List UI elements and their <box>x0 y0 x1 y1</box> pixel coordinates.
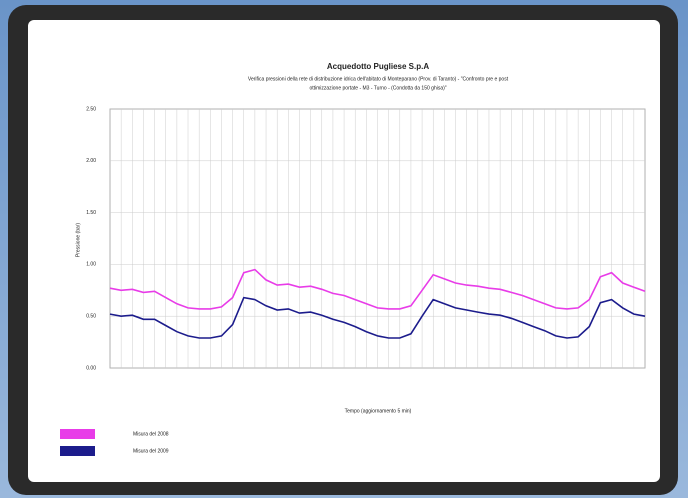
chart-subtitle: ottimizzazione portate - M3 - Turno - (C… <box>309 85 446 91</box>
legend-swatch <box>60 446 95 456</box>
legend-label: Misura del 2009 <box>133 448 169 454</box>
chart-subtitle: Verifica pressioni della rete di distrib… <box>248 76 509 82</box>
y-tick-label: 2.00 <box>86 158 96 164</box>
chart-title: Acquedotto Pugliese S.p.A <box>327 62 429 71</box>
y-tick-label: 0.50 <box>86 314 96 320</box>
y-tick-label: 0.00 <box>86 365 96 371</box>
y-tick-label: 1.50 <box>86 210 96 216</box>
y-axis-label: Pressione (bar) <box>75 223 81 258</box>
chart: Acquedotto Pugliese S.p.A Verifica press… <box>0 0 688 498</box>
y-tick-label: 2.50 <box>86 106 96 112</box>
legend-swatch <box>60 429 95 439</box>
y-tick-label: 1.00 <box>86 262 96 268</box>
legend-label: Misura del 2008 <box>133 431 169 437</box>
page: Acquedotto Pugliese S.p.A Verifica press… <box>0 0 688 498</box>
x-axis-label: Tempo (aggiornamento 5 min) <box>345 408 412 414</box>
